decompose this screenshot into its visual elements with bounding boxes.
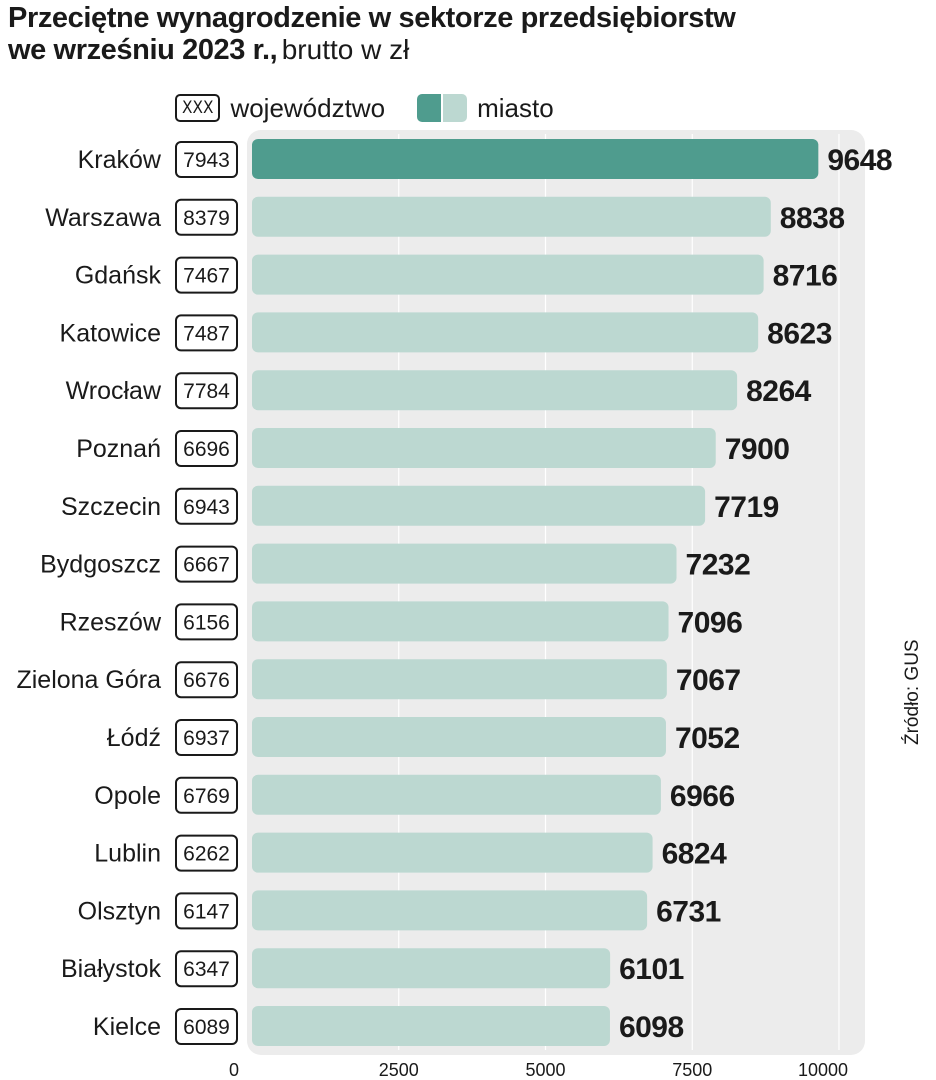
title-line-1: Przeciętne wynagrodzenie w sektorze prze…: [8, 2, 736, 34]
category-label: Olsztyn: [78, 897, 161, 925]
x-tick-label: 2500: [379, 1060, 419, 1080]
bar-value-label: 8264: [746, 375, 812, 408]
category-label: Szczecin: [61, 493, 161, 521]
title-unit: brutto w zł: [281, 34, 410, 66]
bar: [252, 774, 661, 815]
region-value-box: [175, 545, 238, 583]
region-value-box: [175, 834, 238, 872]
bar: [252, 832, 653, 873]
region-value-label: 6696: [183, 438, 230, 461]
region-value-box: [175, 719, 238, 756]
region-value-label: 6156: [183, 611, 230, 634]
source-note: Źródło: GUS: [902, 639, 923, 745]
bar: [252, 948, 611, 989]
bar: [252, 1006, 610, 1046]
plot-background: [247, 130, 865, 1055]
legend-swatch-normal: [443, 94, 468, 122]
region-value-label: 6147: [183, 900, 230, 923]
region-value-label: 6943: [183, 496, 230, 519]
bar: [252, 139, 819, 179]
region-value-box: [175, 603, 238, 641]
legend-swatch-highlight: [417, 94, 442, 122]
legend-city-label: miasto: [477, 92, 554, 123]
bar: [252, 254, 764, 295]
region-value-label: 6937: [183, 727, 230, 750]
region-value-label: 7487: [183, 322, 230, 345]
bar-value-label: 7719: [714, 491, 779, 524]
region-value-box: [175, 950, 238, 988]
region-value-label: 6667: [183, 554, 230, 577]
x-tick-label: 7500: [672, 1060, 712, 1080]
category-label: Gdańsk: [75, 262, 162, 290]
legend-region-label: województwo: [230, 92, 386, 123]
bar-value-label: 6824: [662, 838, 728, 871]
category-label: Kielce: [93, 1013, 161, 1041]
category-label: Lublin: [94, 840, 161, 868]
bar-value-label: 8716: [773, 260, 838, 293]
bar-value-label: 6966: [670, 780, 735, 813]
region-value-label: 8379: [183, 207, 230, 230]
bar-value-label: 6101: [619, 953, 684, 986]
category-label: Poznań: [76, 435, 161, 463]
region-value-box: [175, 430, 238, 467]
category-label: Opole: [94, 782, 161, 810]
category-label: Warszawa: [45, 204, 161, 232]
bar: [252, 601, 669, 642]
bar-value-label: 7900: [725, 433, 790, 466]
bar: [252, 543, 677, 584]
category-label: Zielona Góra: [16, 666, 161, 694]
region-value-label: 6769: [183, 785, 230, 808]
region-value-label: 6676: [183, 669, 230, 692]
bar: [252, 370, 738, 411]
region-value-label: 7784: [183, 380, 230, 403]
region-value-box: [175, 1008, 238, 1045]
bar-value-label: 6731: [656, 895, 721, 928]
category-label: Kraków: [78, 146, 162, 174]
bar: [252, 659, 667, 700]
category-label: Bydgoszcz: [40, 551, 161, 579]
region-value-label: 6347: [183, 958, 230, 981]
bar-value-label: 7052: [675, 722, 740, 755]
x-tick-label: 0: [229, 1060, 239, 1080]
category-label: Łódź: [107, 724, 161, 752]
category-label: Wrocław: [66, 377, 162, 405]
x-tick-label: 5000: [525, 1060, 565, 1080]
bar-value-label: 7232: [686, 549, 751, 582]
category-label: Katowice: [60, 319, 161, 347]
bar: [252, 485, 706, 526]
region-value-box: [175, 372, 238, 410]
region-value-box: [175, 661, 238, 699]
region-value-box: [175, 892, 238, 930]
x-tick-label: 10000: [798, 1060, 848, 1080]
legend-city-swatch: [417, 94, 468, 122]
region-value-box: [175, 198, 238, 236]
region-value-label: 6262: [183, 843, 230, 866]
category-label: Białystok: [61, 955, 162, 983]
region-value-box: [175, 314, 238, 352]
bar-value-label: 7067: [676, 664, 741, 697]
bar: [252, 196, 771, 237]
bar-value-label: 8623: [767, 317, 832, 350]
legend: XXX województwo miasto: [175, 92, 586, 124]
bar-value-label: 9648: [827, 144, 892, 177]
bar-value-label: 7096: [678, 606, 743, 639]
region-value-label: 6089: [183, 1016, 230, 1039]
bar: [252, 717, 666, 757]
region-value-label: 7943: [183, 149, 230, 172]
chart-title: Przeciętne wynagrodzenie w sektorze prze…: [8, 2, 908, 67]
bar: [252, 890, 648, 931]
bar: [252, 428, 716, 468]
title-line-2-bold: we wrześniu 2023 r.,: [8, 34, 278, 67]
category-label: Rzeszów: [60, 608, 162, 636]
region-value-box: [175, 256, 238, 294]
region-value-label: 7467: [183, 265, 230, 288]
region-value-box: [175, 776, 238, 814]
region-value-box: [175, 487, 238, 525]
bar-value-label: 8838: [780, 202, 845, 235]
region-value-box: [175, 141, 238, 178]
bar: [252, 312, 759, 353]
bar-value-label: 6098: [619, 1011, 684, 1044]
legend-region-box: XXX: [175, 94, 221, 122]
